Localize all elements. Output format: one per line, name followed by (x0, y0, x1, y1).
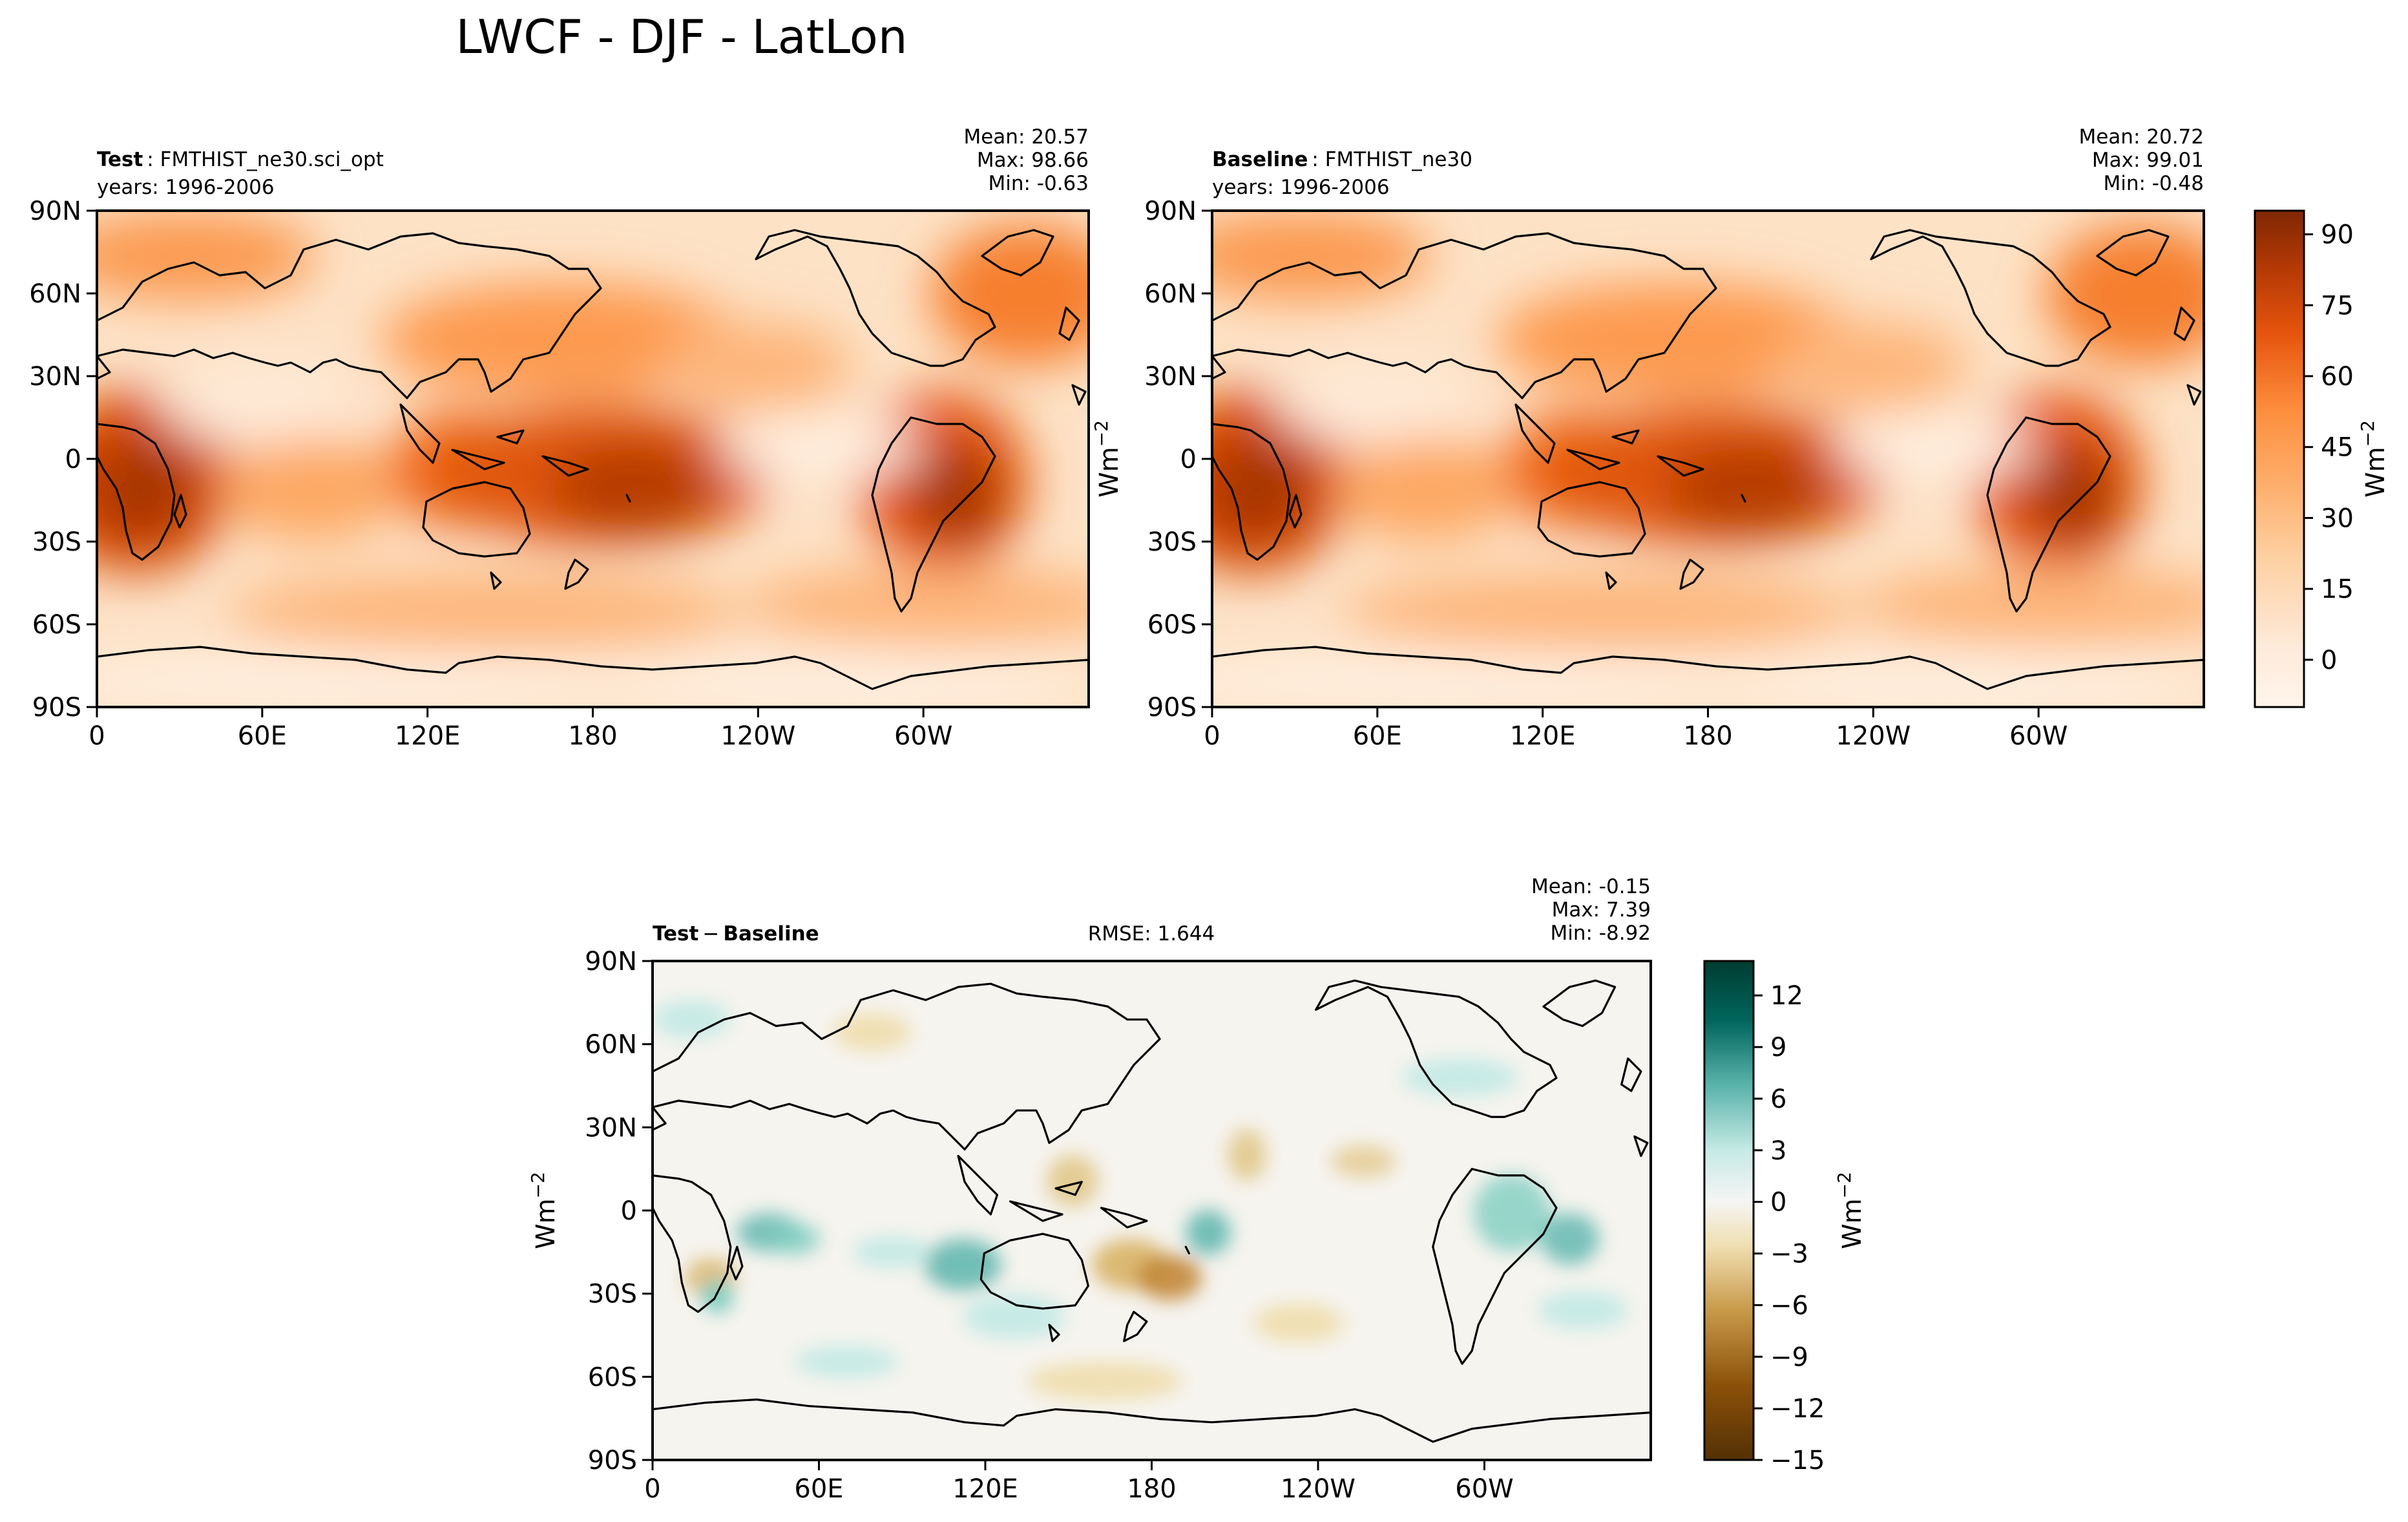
colorbar-tick-label: 45 (2321, 433, 2354, 463)
colorbar-tick-label: 0 (2321, 646, 2337, 675)
x-tick-label: 60W (894, 721, 952, 751)
colorbar-tick-label: 15 (2321, 575, 2354, 604)
diff-min: Min: -8.92 (1550, 922, 1651, 945)
y-tick-label: 90S (1147, 693, 1197, 723)
y-tick-label: 60N (29, 279, 81, 309)
y-tick-label: 60S (1147, 610, 1197, 640)
top-colorbar-bar (2254, 209, 2305, 708)
colorbar-tick-label: 0 (1770, 1188, 1786, 1218)
colorbar-tick-label: 6 (1770, 1084, 1786, 1114)
y-tick-label: 30N (1144, 362, 1197, 392)
baseline-label-bold: Baseline (1212, 148, 1308, 171)
x-tick-label: 180 (1127, 1474, 1176, 1504)
y-tick-label: 90N (1144, 196, 1197, 226)
colorbar-tick-label: 90 (2321, 220, 2354, 250)
x-tick-label: 120E (952, 1474, 1018, 1504)
x-tick-label: 120E (1510, 721, 1576, 751)
y-tick-label: 30S (588, 1280, 637, 1309)
svg-text:Baseline: FMTHIST_ne30: Baseline: FMTHIST_ne30 (1212, 148, 1472, 171)
x-tick-label: 60E (794, 1474, 843, 1504)
y-tick-label: 0 (65, 445, 81, 474)
test-years: years: 1996-2006 (97, 176, 275, 199)
x-tick-label: 60W (1455, 1474, 1513, 1504)
baseline-label-name: FMTHIST_ne30 (1325, 148, 1472, 171)
diff-label-baseline: Baseline (723, 922, 819, 946)
test-mean: Mean: 20.57 (963, 125, 1089, 149)
x-tick-label: 0 (644, 1474, 660, 1504)
figure-title: LWCF - DJF - LatLon (456, 10, 908, 64)
y-tick-label: 60N (585, 1030, 637, 1060)
y-tick-label: 90S (32, 693, 81, 723)
colorbar-tick-label: 12 (1770, 981, 1803, 1011)
svg-text:Test: FMTHIST_ne30.sci_opt: Test: FMTHIST_ne30.sci_opt (97, 148, 384, 171)
y-tick-label: 90N (585, 947, 637, 977)
y-tick-label: 90N (29, 196, 81, 226)
colorbar-tick-label: 30 (2321, 503, 2354, 533)
svg-text:Test−Baseline: Test − Baseline (653, 922, 819, 946)
colorbar-tick-label: −6 (1770, 1291, 1808, 1320)
test-label-name: FMTHIST_ne30.sci_opt (160, 148, 384, 171)
y-tick-label: 30N (29, 362, 81, 392)
diff-label-test: Test (653, 922, 699, 946)
panel-test: Test: FMTHIST_ne30.sci_opt years: 1996-2… (29, 125, 1090, 751)
colorbar-tick-label: 60 (2321, 362, 2354, 392)
x-tick-label: 0 (89, 721, 105, 751)
diff-mean: Mean: -0.15 (1531, 875, 1651, 898)
y-tick-label: 60S (32, 610, 81, 640)
x-tick-label: 180 (568, 721, 617, 751)
baseline-mean: Mean: 20.72 (2078, 125, 2204, 149)
y-tick-label: 60N (1144, 279, 1197, 309)
x-tick-label: 0 (1204, 721, 1220, 751)
x-tick-label: 60W (2009, 721, 2068, 751)
y-tick-label: 30S (1147, 527, 1197, 557)
colorbar-tick-label: 9 (1770, 1033, 1786, 1062)
diff-colorbar: 12 9 6 3 0 −3 −6 −9 −12 −15 Wm−2 (1703, 960, 1868, 1475)
x-tick-label: 120W (1281, 1474, 1356, 1504)
y-tick-label: 60S (588, 1362, 637, 1392)
test-label-bold: Test (97, 148, 143, 171)
colorbar-tick-label: 3 (1770, 1136, 1786, 1166)
test-map (97, 211, 1089, 712)
baseline-min: Min: -0.48 (2103, 172, 2204, 195)
diff-max: Max: 7.39 (1552, 898, 1651, 922)
diff-label-sep: − (702, 922, 719, 946)
x-tick-label: 60E (238, 721, 287, 751)
diff-map (653, 961, 1651, 1460)
baseline-map (1212, 211, 2204, 712)
diff-colorbar-bar (1703, 960, 1755, 1461)
colorbar-tick-label: −12 (1770, 1394, 1825, 1424)
panel-baseline: Baseline: FMTHIST_ne30 years: 1996-2006 … (1144, 125, 2205, 751)
diff-colorbar-unit: Wm−2 (1834, 1172, 1868, 1249)
baseline-years: years: 1996-2006 (1212, 176, 1390, 199)
colorbar-tick-label: −15 (1770, 1446, 1825, 1475)
diff-rmse: RMSE: 1.644 (1088, 922, 1215, 946)
y-tick-label: 30S (32, 527, 81, 557)
test-y-unit-label: Wm−2 (1091, 420, 1125, 498)
x-tick-label: 120W (720, 721, 795, 751)
x-tick-label: 120W (1836, 721, 1911, 751)
colorbar-tick-label: −9 (1770, 1342, 1808, 1372)
test-min: Min: -0.63 (988, 172, 1089, 195)
colorbar-tick-label: −3 (1770, 1240, 1808, 1269)
diff-y-unit-label: Wm−2 (527, 1172, 561, 1249)
y-tick-label: 90S (588, 1446, 637, 1475)
y-tick-label: 0 (1180, 445, 1197, 474)
x-tick-label: 120E (395, 721, 461, 751)
panel-difference: Test − Baseline RMSE: 1.644 Mean: -0.15 Ma… (585, 875, 1652, 1504)
baseline-max: Max: 99.01 (2092, 149, 2204, 172)
x-tick-label: 60E (1353, 721, 1402, 751)
top-colorbar-unit: Wm−2 (2357, 420, 2391, 498)
top-colorbar: 90 75 60 45 30 15 0 Wm−2 (2254, 209, 2391, 708)
x-tick-label: 180 (1683, 721, 1732, 751)
y-tick-label: 0 (621, 1196, 637, 1226)
y-tick-label: 30N (585, 1113, 637, 1143)
test-max: Max: 98.66 (977, 149, 1089, 172)
colorbar-tick-label: 75 (2321, 291, 2354, 321)
